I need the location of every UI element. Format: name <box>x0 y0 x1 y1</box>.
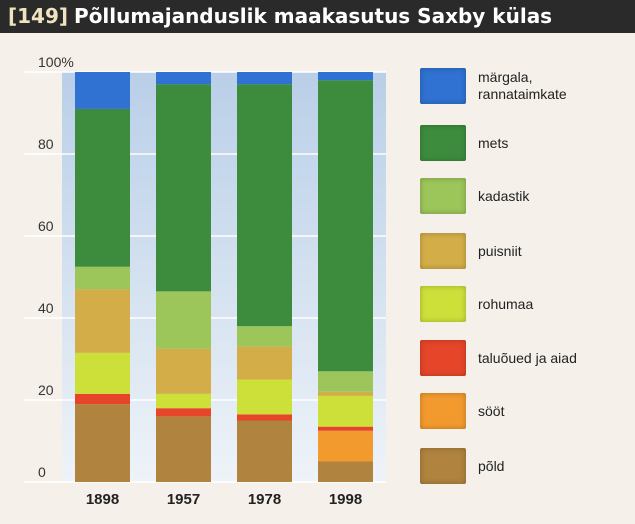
bar-segment <box>237 379 292 415</box>
legend-swatch <box>420 340 466 376</box>
bar-segment <box>156 72 211 85</box>
legend-label-line: rohumaa <box>478 295 534 312</box>
legend-swatch <box>420 286 466 322</box>
legend-swatch <box>420 178 466 214</box>
x-tick-label: 1978 <box>248 491 281 508</box>
bar-segment <box>237 72 292 85</box>
bar-segment <box>237 414 292 421</box>
bar-segment <box>156 408 211 417</box>
legend-item: kadastik <box>420 178 630 214</box>
y-axis-ticks: 0 20 40 60 80 100% <box>38 54 74 480</box>
legend-label-line: sööt <box>478 402 505 419</box>
x-tick-label: 1898 <box>86 491 119 508</box>
x-tick-label: 1957 <box>167 491 200 508</box>
legend-swatch <box>420 393 466 429</box>
legend-label-line: mets <box>478 134 509 151</box>
legend-label: taluõued ja aiad <box>478 340 577 376</box>
legend-swatch <box>420 68 466 104</box>
bar-segment <box>318 371 373 392</box>
legend-label-line: puisniit <box>478 242 522 259</box>
bar-segment <box>318 426 373 431</box>
legend-label: põld <box>478 448 504 484</box>
bar-segment <box>75 393 130 405</box>
bar-segment <box>156 84 211 292</box>
bar-segment <box>318 430 373 462</box>
legend-label-line: põld <box>478 457 505 474</box>
legend-item: sööt <box>420 393 630 429</box>
legend-swatch <box>420 448 466 484</box>
y-tick-label: 20 <box>38 382 54 398</box>
legend-label-line: kadastik <box>478 187 530 204</box>
x-tick-label: 1998 <box>329 491 362 508</box>
bar-segment <box>237 346 292 380</box>
legend-label: sööt <box>478 393 504 429</box>
bar-segment <box>156 393 211 409</box>
x-axis-labels: 1898 1957 1978 1998 <box>86 491 362 508</box>
bar-segment <box>237 84 292 327</box>
legend-label: märgala, rannataimkate <box>478 68 567 104</box>
legend-item: mets <box>420 125 630 161</box>
bar-segment <box>75 404 130 482</box>
bar-segment <box>75 72 130 109</box>
bar-segment <box>75 266 130 290</box>
bars <box>75 72 373 482</box>
y-tick-label: 60 <box>38 218 54 234</box>
legend-label: rohumaa <box>478 286 533 322</box>
legend-item: rohumaa <box>420 286 630 322</box>
bar-segment <box>237 420 292 482</box>
legend-label: puisniit <box>478 233 522 269</box>
chart-title-bar: [149] Põllumajanduslik maakasutus Saxby k… <box>0 0 635 33</box>
y-tick-label: 40 <box>38 300 54 316</box>
legend-label-line: taluõued ja aiad <box>478 349 577 366</box>
legend-swatch <box>420 233 466 269</box>
bar-segment <box>318 461 373 482</box>
figure-number: [149] <box>8 4 69 28</box>
chart-title: Põllumajanduslik maakasutus Saxby külas <box>74 4 553 28</box>
legend-label-line: märgala, <box>478 69 533 85</box>
bar-segment <box>75 289 130 353</box>
legend-swatch <box>420 125 466 161</box>
bar-segment <box>156 348 211 394</box>
bar-segment <box>318 72 373 81</box>
legend-item: taluõued ja aiad <box>420 340 630 376</box>
legend-item: põld <box>420 448 630 484</box>
legend-label-line: rannataimkate <box>478 86 567 102</box>
y-tick-label: 80 <box>38 136 54 152</box>
bar-segment <box>318 395 373 427</box>
y-tick-label: 100% <box>38 54 74 70</box>
bar-segment <box>318 80 373 372</box>
legend-label: mets <box>478 125 508 161</box>
bar-segment <box>156 416 211 482</box>
bar-segment <box>156 291 211 349</box>
bar-segment <box>75 108 130 267</box>
y-tick-label: 0 <box>38 464 46 480</box>
bar-segment <box>237 326 292 347</box>
bar-segment <box>75 352 130 394</box>
legend-label: kadastik <box>478 178 529 214</box>
legend-item: märgala, rannataimkate <box>420 68 630 104</box>
bar-segment <box>318 391 373 396</box>
legend-item: puisniit <box>420 233 630 269</box>
